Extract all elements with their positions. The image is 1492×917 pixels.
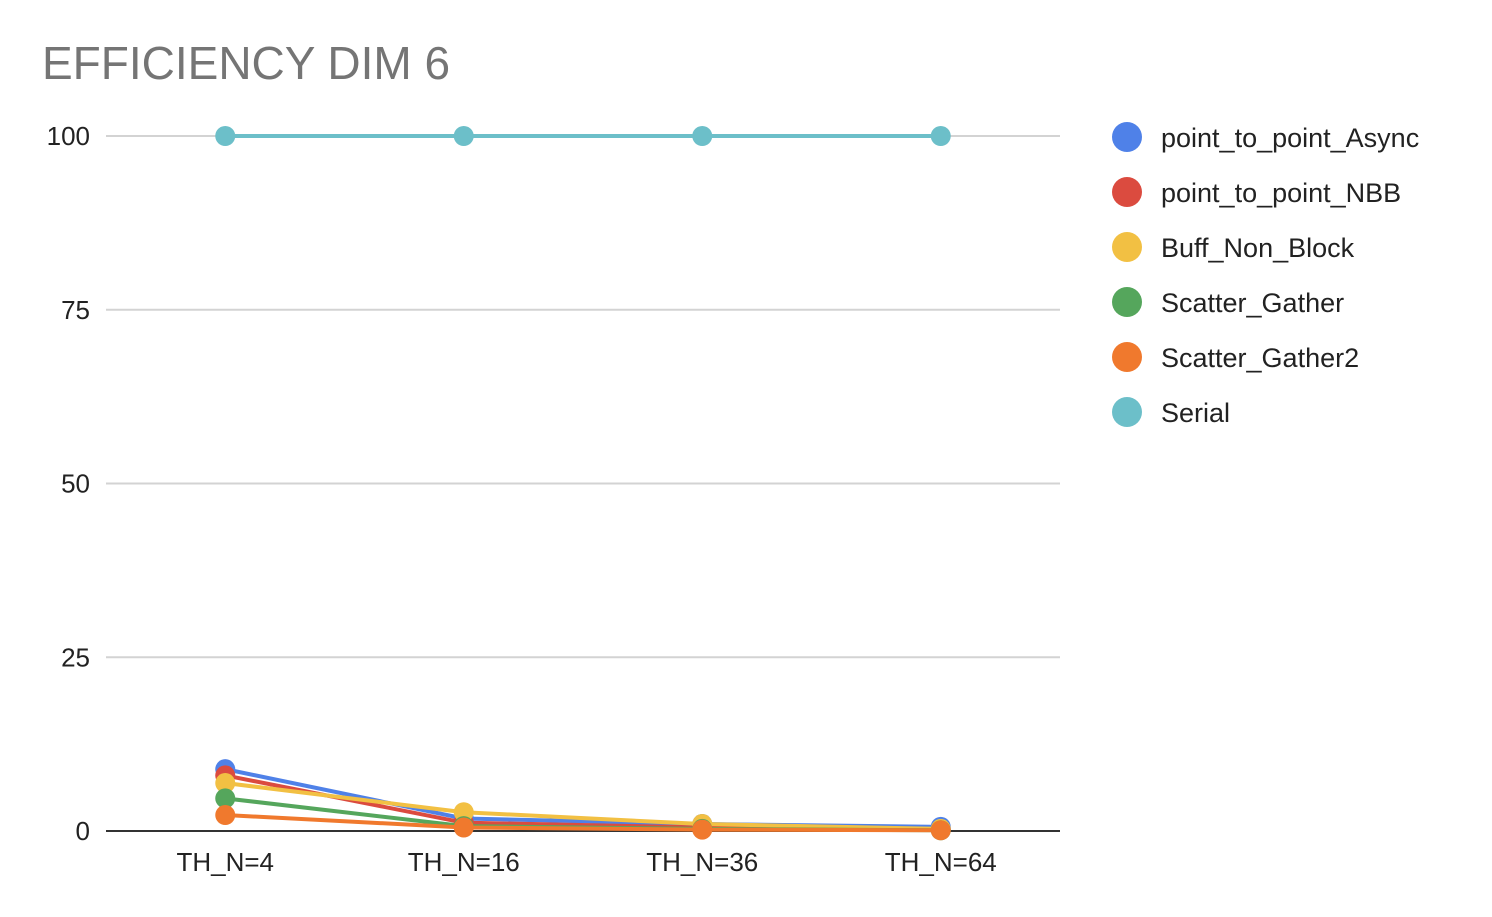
data-point (930, 126, 951, 146)
series-Serial (215, 126, 951, 146)
data-point (453, 126, 474, 146)
legend-marker (1112, 177, 1142, 207)
chart-title: EFFICIENCY DIM 6 (42, 37, 451, 89)
legend-item: Serial (1112, 397, 1230, 428)
data-point (215, 126, 236, 146)
legend-label: point_to_point_Async (1161, 123, 1419, 153)
x-tick-label: TH_N=36 (646, 847, 758, 877)
data-point (692, 126, 713, 146)
y-tick-label: 50 (61, 469, 90, 499)
y-tick-label: 100 (47, 121, 90, 151)
legend-marker (1112, 232, 1142, 262)
data-point (215, 788, 236, 809)
series-Scatter_Gather2 (215, 805, 951, 841)
legend-marker (1112, 342, 1142, 372)
y-tick-label: 0 (76, 816, 90, 846)
legend-item: Buff_Non_Block (1112, 232, 1355, 263)
data-point (215, 773, 236, 794)
y-tick-label: 25 (61, 642, 90, 672)
legend-label: Buff_Non_Block (1161, 233, 1355, 263)
grid-layer (106, 135, 1060, 832)
legend-marker (1112, 287, 1142, 317)
legend-item: Scatter_Gather2 (1112, 342, 1359, 373)
data-point (930, 820, 951, 841)
data-point (453, 802, 474, 823)
legend: point_to_point_Async point_to_point_NBB Bu… (1112, 122, 1419, 428)
legend-marker (1112, 397, 1142, 427)
data-point (215, 805, 236, 826)
legend-label: point_to_point_NBB (1161, 178, 1401, 208)
legend-label: Scatter_Gather (1161, 288, 1344, 318)
legend-label: Serial (1161, 398, 1230, 428)
data-point (453, 817, 474, 838)
series-line (223, 813, 943, 833)
series-line (223, 781, 943, 831)
x-tick-label: TH_N=16 (408, 847, 520, 877)
legend-item: point_to_point_Async (1112, 122, 1419, 153)
x-axis-tick-labels: TH_N=4 TH_N=16 TH_N=36 TH_N=64 (176, 847, 996, 877)
legend-item: point_to_point_NBB (1112, 177, 1401, 208)
series-layer (215, 126, 951, 841)
legend-label: Scatter_Gather2 (1161, 343, 1359, 373)
data-point (692, 819, 713, 840)
legend-item: Scatter_Gather (1112, 287, 1344, 318)
x-tick-label: TH_N=64 (885, 847, 997, 877)
y-axis-tick-labels: 0 25 50 75 100 (47, 121, 90, 846)
x-tick-label: TH_N=4 (176, 847, 274, 877)
legend-marker (1112, 122, 1142, 152)
y-tick-label: 75 (61, 295, 90, 325)
